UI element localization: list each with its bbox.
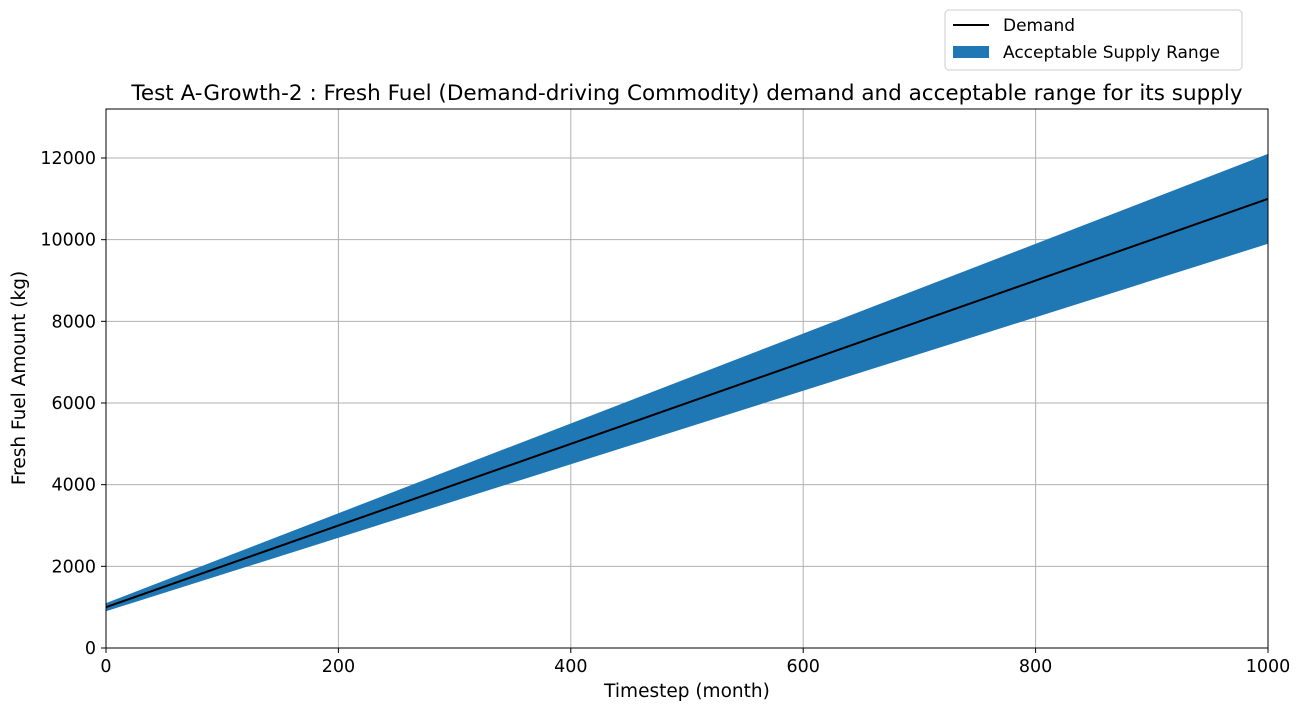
demand-line [105,197,1269,609]
y-tick-label: 12000 [40,149,96,169]
x-tick-label: 400 [554,657,587,677]
plot-frame [105,108,1269,649]
x-axis-ticks: 0 200 400 600 800 1000 [100,648,1290,677]
supply-range-layer [106,153,1268,612]
y-axis-label: Fresh Fuel Amount (kg) [9,271,30,485]
chart-title: Test A-Growth-2 : Fresh Fuel (Demand-dri… [130,81,1242,106]
legend-supply-swatch [953,46,989,58]
x-tick-label: 1000 [1246,657,1291,677]
x-tick-label: 200 [322,657,355,677]
x-tick-label: 0 [100,657,111,677]
x-tick-label: 600 [786,657,819,677]
legend-supply-label: Acceptable Supply Range [1003,43,1220,63]
y-tick-label: 0 [85,639,96,659]
y-tick-label: 6000 [51,394,96,414]
legend: Demand Acceptable Supply Range [944,9,1243,71]
legend-box [944,9,1243,71]
y-tick-label: 4000 [51,476,96,496]
x-axis-label: Timestep (month) [603,681,770,702]
legend-demand-label: Demand [1003,16,1075,36]
y-tick-label: 10000 [40,231,96,251]
demand-line-layer [105,197,1269,609]
y-tick-label: 8000 [51,312,96,332]
y-axis-ticks: 0 2000 4000 6000 8000 10000 12000 [40,149,106,659]
y-tick-label: 2000 [51,557,96,577]
x-tick-label: 800 [1019,657,1052,677]
supply-range-area [106,153,1268,612]
